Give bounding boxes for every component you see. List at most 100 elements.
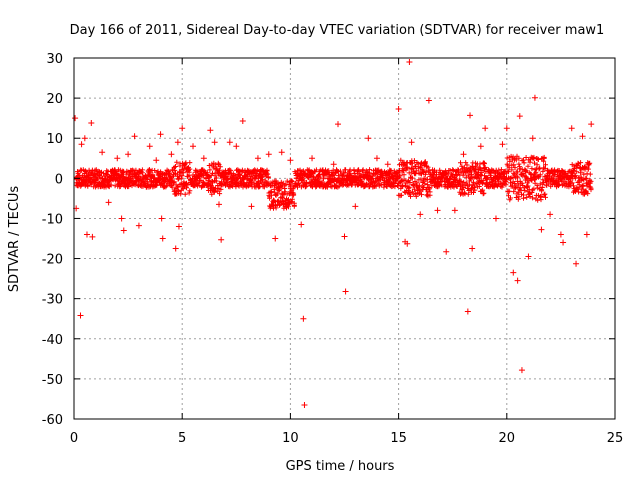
data-point — [518, 367, 525, 374]
data-point — [131, 133, 138, 140]
data-point — [309, 155, 316, 162]
data-point — [330, 161, 337, 168]
y-tick-label: -30 — [42, 293, 63, 308]
data-point — [239, 117, 246, 124]
data-point — [157, 131, 164, 138]
data-point — [135, 222, 142, 229]
data-point — [417, 211, 424, 218]
data-point — [159, 235, 166, 242]
data-point — [319, 183, 326, 190]
y-tick-label: 20 — [46, 92, 63, 107]
data-point — [118, 215, 125, 222]
data-point — [477, 143, 484, 150]
data-point — [529, 135, 536, 142]
data-point — [77, 312, 84, 319]
y-tick-label: -20 — [42, 253, 63, 268]
data-point — [482, 125, 489, 132]
data-point — [207, 127, 214, 134]
data-point — [78, 141, 85, 148]
data-point — [525, 253, 532, 260]
data-point — [557, 231, 564, 238]
data-point — [451, 207, 458, 214]
chart-title: Day 166 of 2011, Sidereal Day-to-day VTE… — [70, 23, 605, 38]
data-point — [175, 223, 182, 230]
x-tick-label: 20 — [499, 431, 516, 446]
data-point — [120, 227, 127, 234]
data-point — [125, 151, 132, 158]
y-tick-label: 10 — [46, 132, 63, 147]
data-point — [114, 155, 121, 162]
data-point — [272, 235, 279, 242]
data-point — [168, 151, 175, 158]
data-point — [218, 236, 225, 243]
data-point — [254, 155, 261, 162]
data-point — [492, 215, 499, 222]
data-point — [190, 143, 197, 150]
y-tick-label: 30 — [46, 52, 63, 67]
data-point — [395, 105, 402, 112]
data-point — [211, 139, 218, 146]
x-axis-label: GPS time / hours — [286, 459, 395, 474]
data-point — [215, 201, 222, 208]
data-point — [384, 161, 391, 168]
data-point — [88, 119, 95, 126]
data-point — [172, 245, 179, 252]
x-tick-label: 10 — [282, 431, 299, 446]
data-point — [365, 135, 372, 142]
data-point — [298, 221, 305, 228]
data-points — [72, 59, 595, 408]
data-point — [434, 207, 441, 214]
data-point — [300, 315, 307, 322]
data-point — [226, 139, 233, 146]
data-point — [233, 143, 240, 150]
x-tick-label: 25 — [607, 431, 624, 446]
data-point — [568, 125, 575, 132]
axis-ticks — [73, 57, 616, 420]
data-point — [200, 155, 207, 162]
data-point — [516, 113, 523, 120]
y-tick-label: -50 — [42, 373, 63, 388]
data-point — [352, 203, 359, 210]
data-point — [425, 97, 432, 104]
data-point — [503, 125, 510, 132]
data-point — [341, 233, 348, 240]
data-point — [158, 215, 165, 222]
data-point — [588, 121, 595, 128]
x-tick-label: 0 — [70, 431, 78, 446]
data-point — [278, 149, 285, 156]
data-point — [443, 248, 450, 255]
data-point — [335, 121, 342, 128]
data-point — [573, 260, 580, 267]
data-point — [547, 211, 554, 218]
data-point — [531, 94, 538, 101]
data-point — [99, 149, 106, 156]
data-point — [560, 239, 567, 246]
data-point — [460, 151, 467, 158]
data-point — [579, 133, 586, 140]
x-tick-label: 5 — [178, 431, 186, 446]
data-point — [464, 308, 471, 315]
data-point — [404, 240, 411, 247]
data-point — [105, 199, 112, 206]
data-point — [342, 288, 349, 295]
data-point — [248, 203, 255, 210]
data-point — [373, 155, 380, 162]
data-point — [81, 135, 88, 142]
data-point — [301, 401, 308, 408]
data-point — [287, 157, 294, 164]
data-point — [514, 277, 521, 284]
data-point — [510, 269, 517, 276]
y-tick-label: -40 — [42, 333, 63, 348]
data-point — [499, 141, 506, 148]
y-tick-label: 0 — [55, 172, 63, 187]
data-point — [146, 143, 153, 150]
data-point — [153, 157, 160, 164]
y-tick-label: -10 — [42, 212, 63, 227]
x-tick-label: 15 — [390, 431, 407, 446]
data-point — [83, 231, 90, 238]
data-point — [469, 245, 476, 252]
data-point — [406, 59, 413, 66]
y-tick-label: -60 — [42, 413, 63, 428]
data-point — [265, 151, 272, 158]
